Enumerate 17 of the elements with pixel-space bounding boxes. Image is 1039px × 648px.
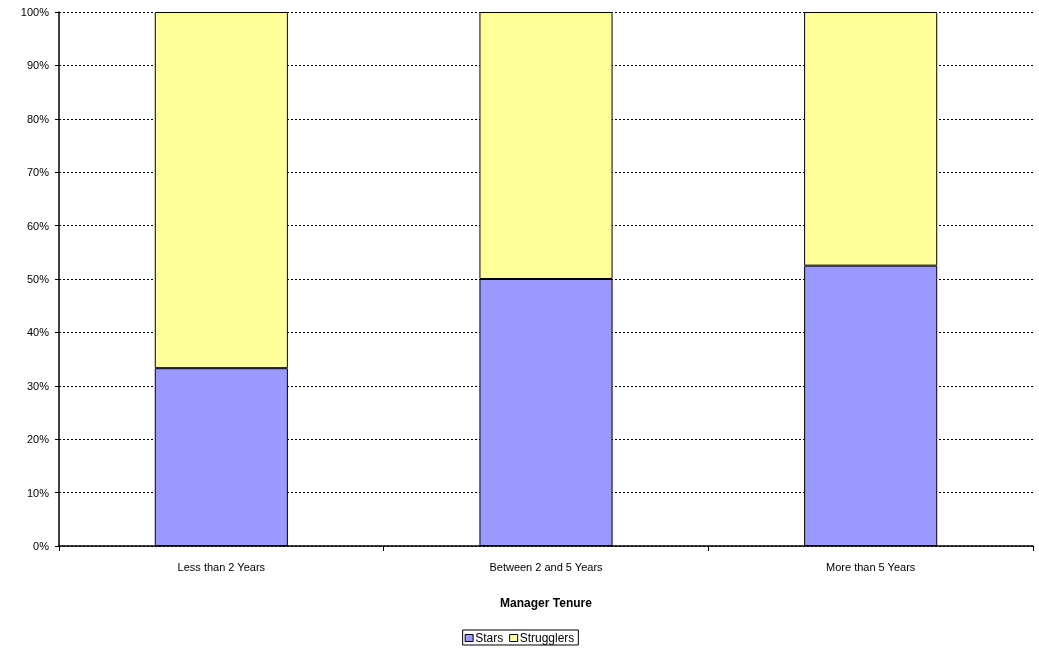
y-tick-label: 100%	[20, 6, 50, 18]
x-axis-title: Manager Tenure	[500, 596, 593, 610]
y-tick-label: 70%	[26, 166, 50, 179]
y-tick-label: 10%	[26, 486, 50, 499]
legend-label: Stars	[475, 631, 504, 645]
x-tick-label: Less than 2 Years	[177, 560, 266, 573]
y-tick-label: 90%	[26, 59, 50, 72]
y-tick-label: 30%	[26, 379, 50, 392]
y-tick-label: 40%	[26, 326, 50, 339]
y-tick-label: 60%	[26, 219, 50, 232]
y-tick-label: 50%	[26, 273, 50, 285]
y-tick-label: 0%	[33, 540, 50, 552]
y-tick-label: 80%	[26, 112, 50, 125]
legend-label: Strugglers	[519, 631, 575, 645]
x-tick-label: Between 2 and 5 Years	[489, 560, 604, 573]
y-tick-label: 20%	[26, 433, 50, 446]
x-tick-label: More than 5 Years	[826, 560, 916, 573]
